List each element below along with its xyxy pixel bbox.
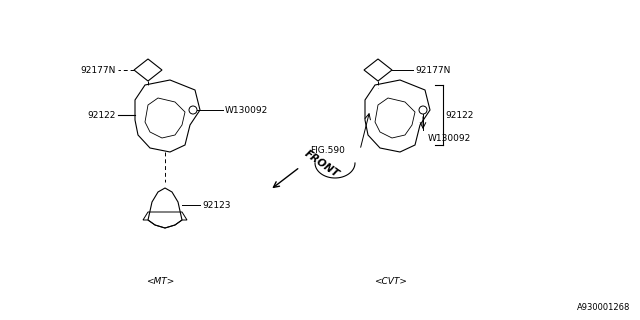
Text: 92177N: 92177N [415,66,451,75]
Text: <CVT>: <CVT> [374,277,406,286]
Text: 92177N: 92177N [81,66,116,75]
Text: 92122: 92122 [445,110,474,119]
Text: W130092: W130092 [225,106,268,115]
Text: 92123: 92123 [202,201,230,210]
Text: A930001268: A930001268 [577,303,630,312]
Text: FRONT: FRONT [303,148,341,180]
Text: <MT>: <MT> [146,277,174,286]
Text: FIG.590: FIG.590 [310,146,345,155]
Text: 92122: 92122 [88,110,116,119]
Text: W130092: W130092 [428,133,471,142]
